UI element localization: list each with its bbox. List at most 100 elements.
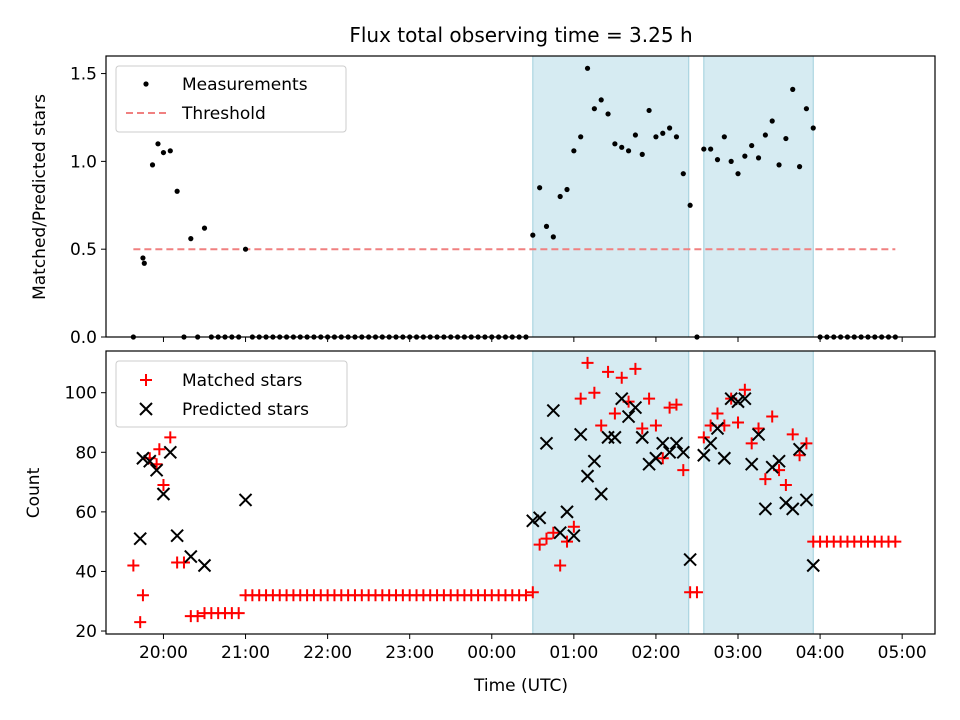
measurement-point — [625, 148, 632, 154]
y-tick-label: 40 — [75, 562, 97, 582]
measurement-point — [639, 151, 645, 157]
matched-star-point — [554, 559, 567, 572]
y-tick-label: 1.0 — [70, 152, 97, 172]
matched-star-point — [636, 422, 649, 435]
matched-star-point — [588, 386, 601, 399]
predicted-star-point — [635, 430, 649, 445]
y-tick-label: 80 — [75, 443, 97, 463]
measurement-point — [578, 134, 584, 140]
matched-star-point — [670, 398, 683, 411]
predicted-star-point — [717, 451, 732, 465]
matched-star-point — [663, 401, 676, 414]
x-tick-label: 05:00 — [878, 643, 927, 663]
flux-ratio-panel: 0.0 0.5 1.0 1.5 Matched/Predicted stars — [30, 55, 936, 348]
matched-star-point — [738, 383, 751, 396]
y-axis-ticks: 0.0 0.5 1.0 1.5 — [70, 65, 903, 348]
matched-star-point — [191, 610, 204, 623]
predicted-star-point — [799, 493, 814, 507]
predicted-star-point — [553, 526, 567, 540]
measurement-point — [728, 158, 734, 164]
x-tick-label: 02:00 — [631, 643, 680, 663]
measurement-point — [687, 202, 693, 208]
measurement-point — [803, 106, 810, 112]
predicted-star-point — [560, 505, 574, 519]
count-points — [127, 356, 902, 629]
matched-star-point — [697, 431, 710, 444]
measurement-point — [742, 153, 748, 159]
measurement-point — [714, 157, 721, 163]
x-tick-label: 00:00 — [467, 643, 516, 663]
predicted-star-point — [628, 400, 643, 415]
predicted-star-point — [676, 445, 690, 459]
predicted-star-point — [532, 511, 547, 525]
plot-frame — [105, 55, 936, 338]
measurement-point — [201, 225, 208, 231]
matched-star-point — [157, 479, 170, 492]
matched-star-point — [793, 449, 806, 462]
matched-star-point — [581, 356, 594, 369]
measurement-point — [632, 132, 639, 138]
plot-frame — [105, 350, 936, 635]
measurement-point — [769, 118, 775, 124]
y-axis-label: Count — [24, 467, 44, 518]
measurement-point — [571, 148, 577, 154]
predicted-star-point — [615, 391, 629, 406]
shaded-interval — [703, 55, 814, 338]
measurement-point — [660, 130, 666, 136]
predicted-star-point — [703, 436, 718, 451]
predicted-star-point — [546, 403, 561, 418]
measurement-point — [810, 125, 816, 131]
legend: Matched stars Predicted stars — [115, 360, 348, 428]
matched-star-point — [643, 392, 656, 405]
predicted-star-point — [669, 436, 684, 451]
predicted-star-point — [751, 427, 766, 442]
shaded-interval — [532, 350, 690, 635]
measurement-point — [701, 146, 707, 152]
measurement-point — [543, 223, 550, 229]
shaded-interval — [703, 350, 814, 635]
measurement-point — [776, 162, 782, 168]
matched-star-point — [608, 407, 621, 420]
legend: Measurements Threshold — [115, 65, 347, 133]
measurement-point — [646, 107, 652, 114]
chart-title: Flux total observing time = 3.25 h — [349, 23, 692, 47]
measurement-point — [762, 132, 768, 138]
predicted-star-point — [621, 409, 636, 424]
measurement-point — [755, 155, 762, 161]
matched-star-point — [519, 589, 532, 602]
measurement-point — [735, 171, 741, 177]
matched-star-point — [567, 520, 580, 533]
x-axis-label: Time (UTC) — [473, 676, 568, 696]
matched-star-point — [732, 416, 745, 429]
legend-label: Matched stars — [182, 371, 302, 391]
matched-star-point — [889, 535, 902, 548]
x-tick-label: 23:00 — [385, 643, 434, 663]
x-axis-ticks: 20:00 21:00 22:00 23:00 00:00 01:00 02:00 03:00… — [139, 634, 927, 663]
observing-intervals — [532, 55, 814, 338]
measurement-point — [564, 186, 570, 193]
matched-star-point — [766, 410, 779, 423]
matched-star-point — [786, 428, 799, 441]
measurement-point — [673, 134, 680, 140]
predicted-star-point — [792, 442, 807, 457]
predicted-star-point — [133, 531, 147, 546]
matched-star-point — [615, 371, 628, 384]
predicted-star-point — [724, 391, 738, 406]
predicted-star-point — [649, 451, 663, 465]
x-tick-label: 22:00 — [303, 643, 352, 663]
matched-star-point — [602, 365, 615, 378]
measurement-point — [796, 164, 803, 170]
measurement-point — [155, 141, 161, 147]
measurement-point — [619, 144, 625, 150]
matched-star-point — [533, 538, 546, 551]
y-tick-label: 1.5 — [70, 65, 97, 85]
predicted-star-point — [170, 528, 184, 543]
predicted-star-point — [136, 451, 150, 465]
measurement-point — [167, 148, 173, 154]
matched-star-point — [656, 452, 669, 465]
observing-intervals — [532, 350, 814, 635]
matched-star-point — [177, 556, 190, 569]
x-tick-label: 20:00 — [139, 643, 188, 663]
predicted-star-point — [197, 558, 212, 573]
predicted-star-point — [683, 552, 697, 567]
